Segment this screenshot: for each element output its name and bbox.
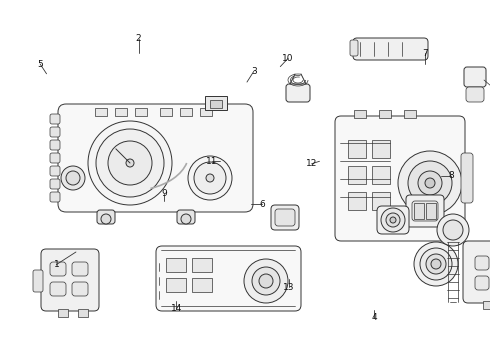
- Circle shape: [194, 162, 226, 194]
- Text: 8: 8: [448, 171, 454, 180]
- FancyBboxPatch shape: [33, 270, 43, 292]
- Bar: [192, 258, 212, 272]
- FancyBboxPatch shape: [41, 249, 99, 311]
- Circle shape: [426, 254, 446, 274]
- FancyBboxPatch shape: [50, 114, 60, 124]
- Bar: [372, 192, 390, 210]
- FancyBboxPatch shape: [271, 205, 299, 230]
- Text: 1: 1: [53, 260, 59, 269]
- FancyBboxPatch shape: [72, 282, 88, 296]
- Bar: [379, 110, 391, 118]
- Bar: [372, 140, 390, 158]
- Bar: [115, 108, 127, 116]
- Circle shape: [252, 267, 280, 295]
- Bar: [200, 108, 212, 116]
- FancyBboxPatch shape: [406, 195, 444, 227]
- Bar: [166, 278, 186, 292]
- Circle shape: [398, 151, 462, 215]
- FancyBboxPatch shape: [156, 246, 301, 311]
- Circle shape: [390, 217, 396, 223]
- FancyBboxPatch shape: [50, 140, 60, 150]
- FancyBboxPatch shape: [463, 241, 490, 303]
- FancyBboxPatch shape: [335, 116, 465, 241]
- Circle shape: [381, 208, 405, 232]
- FancyBboxPatch shape: [377, 206, 409, 234]
- FancyBboxPatch shape: [464, 67, 486, 87]
- Text: 11: 11: [206, 157, 218, 166]
- Bar: [166, 258, 186, 272]
- Circle shape: [108, 141, 152, 185]
- Circle shape: [437, 214, 469, 246]
- FancyBboxPatch shape: [412, 201, 438, 221]
- Bar: [404, 110, 416, 118]
- Circle shape: [418, 171, 442, 195]
- Bar: [483, 301, 490, 309]
- FancyBboxPatch shape: [50, 179, 60, 189]
- FancyBboxPatch shape: [475, 256, 489, 270]
- FancyBboxPatch shape: [461, 153, 473, 203]
- Text: 6: 6: [259, 200, 265, 209]
- FancyBboxPatch shape: [50, 262, 66, 276]
- Bar: [160, 108, 172, 116]
- Bar: [135, 108, 147, 116]
- Bar: [180, 108, 192, 116]
- Circle shape: [414, 242, 458, 286]
- FancyBboxPatch shape: [58, 104, 253, 212]
- Circle shape: [188, 156, 232, 200]
- Circle shape: [420, 248, 452, 280]
- FancyBboxPatch shape: [275, 209, 295, 226]
- Text: 12: 12: [306, 159, 318, 168]
- Circle shape: [408, 161, 452, 205]
- Circle shape: [259, 274, 273, 288]
- Circle shape: [206, 174, 214, 182]
- Circle shape: [431, 259, 441, 269]
- Circle shape: [244, 259, 288, 303]
- Bar: [354, 110, 366, 118]
- Circle shape: [61, 166, 85, 190]
- Circle shape: [96, 129, 164, 197]
- FancyBboxPatch shape: [466, 87, 484, 102]
- Circle shape: [386, 213, 400, 227]
- FancyBboxPatch shape: [353, 38, 428, 60]
- Bar: [205, 96, 227, 110]
- Bar: [210, 100, 222, 108]
- Bar: [426, 203, 436, 219]
- FancyBboxPatch shape: [286, 84, 310, 102]
- Bar: [78, 309, 88, 317]
- Text: 10: 10: [282, 54, 294, 63]
- Circle shape: [443, 220, 463, 240]
- Circle shape: [66, 171, 80, 185]
- FancyBboxPatch shape: [475, 276, 489, 290]
- FancyBboxPatch shape: [72, 262, 88, 276]
- FancyBboxPatch shape: [177, 210, 195, 224]
- Bar: [348, 166, 366, 184]
- Text: 3: 3: [251, 67, 257, 76]
- FancyBboxPatch shape: [97, 210, 115, 224]
- Circle shape: [101, 214, 111, 224]
- FancyBboxPatch shape: [50, 153, 60, 163]
- Bar: [414, 203, 424, 219]
- Text: 13: 13: [283, 283, 295, 292]
- Bar: [58, 309, 68, 317]
- FancyBboxPatch shape: [50, 166, 60, 176]
- Circle shape: [181, 214, 191, 224]
- Bar: [95, 108, 107, 116]
- FancyBboxPatch shape: [50, 127, 60, 137]
- Circle shape: [126, 159, 134, 167]
- Bar: [372, 166, 390, 184]
- Bar: [348, 140, 366, 158]
- Bar: [348, 192, 366, 210]
- Text: 14: 14: [171, 304, 182, 313]
- Circle shape: [88, 121, 172, 205]
- FancyBboxPatch shape: [50, 192, 60, 202]
- Text: 7: 7: [422, 49, 428, 58]
- Text: 2: 2: [136, 35, 142, 44]
- Text: 4: 4: [371, 313, 377, 322]
- Circle shape: [425, 178, 435, 188]
- FancyBboxPatch shape: [50, 282, 66, 296]
- Bar: [192, 278, 212, 292]
- FancyBboxPatch shape: [350, 40, 358, 56]
- Text: 9: 9: [161, 189, 167, 198]
- Text: 5: 5: [37, 60, 43, 69]
